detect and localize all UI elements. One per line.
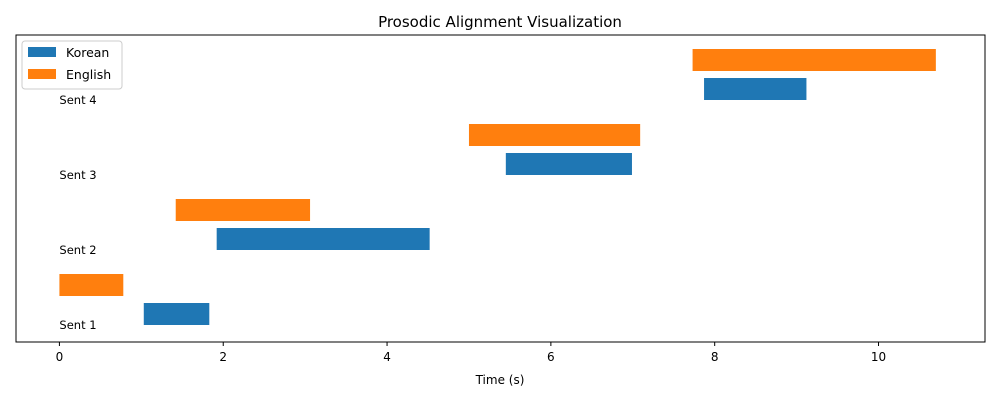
- korean-bar-sent-2: [216, 228, 430, 250]
- x-tick-label-0: 0: [56, 350, 64, 364]
- korean-bar-sent-4: [704, 78, 807, 100]
- legend-label-english: English: [66, 67, 111, 82]
- legend-swatch-english: [28, 69, 56, 79]
- english-bar-sent-3: [468, 124, 641, 146]
- korean-bar-sent-1: [143, 303, 210, 325]
- english-bar-sent-4: [692, 49, 936, 71]
- x-tick-label-2: 4: [383, 350, 391, 364]
- x-axis: 0 2 4 6 8 10: [56, 342, 886, 364]
- sentence-label-4: Sent 4: [59, 93, 96, 107]
- legend-label-korean: Korean: [66, 45, 109, 60]
- legend: Korean English: [21, 40, 123, 90]
- chart-title: Prosodic Alignment Visualization: [378, 13, 622, 31]
- plot-frame: [15, 34, 986, 343]
- x-tick-label-5: 10: [871, 350, 886, 364]
- legend-swatch-korean: [28, 47, 56, 57]
- sentence-labels: Sent 1 Sent 2 Sent 3 Sent 4: [59, 93, 96, 332]
- english-bar-sent-1: [59, 274, 124, 296]
- x-tick-label-1: 2: [219, 350, 227, 364]
- sentence-label-1: Sent 1: [59, 318, 96, 332]
- x-tick-label-3: 6: [547, 350, 555, 364]
- sentence-label-3: Sent 3: [59, 168, 96, 182]
- x-tick-label-4: 8: [711, 350, 719, 364]
- x-axis-label: Time (s): [475, 373, 525, 387]
- english-bar-sent-2: [175, 199, 311, 221]
- bars-layer: [59, 49, 936, 325]
- korean-bar-sent-3: [505, 153, 632, 175]
- sentence-label-2: Sent 2: [59, 243, 96, 257]
